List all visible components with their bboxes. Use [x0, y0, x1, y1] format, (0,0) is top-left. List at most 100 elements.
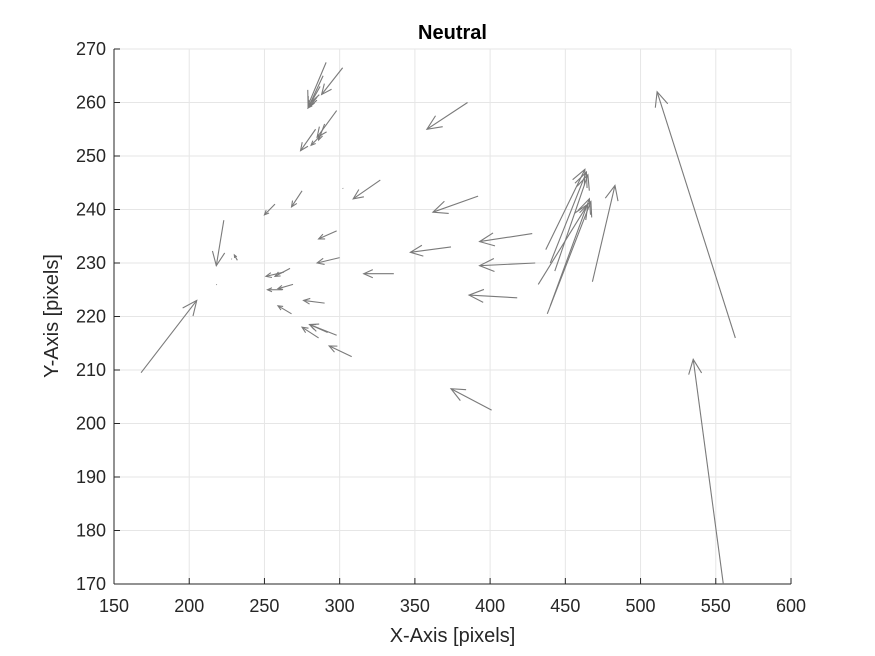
vector-shaft	[342, 187, 344, 189]
vector-arrow	[320, 67, 344, 96]
vector-shaft	[450, 388, 492, 411]
vector-shaft	[310, 134, 323, 146]
vector-arrow	[688, 357, 724, 585]
vector-arrow	[654, 90, 736, 339]
vector-arrow	[317, 230, 337, 240]
vector-shaft	[469, 294, 518, 299]
vector-arrow	[276, 305, 292, 315]
vector-arrow	[409, 244, 452, 257]
vector-shaft	[352, 179, 381, 200]
vector-arrow	[546, 200, 593, 315]
vector-arrow	[431, 195, 479, 214]
vector-arrow	[307, 96, 318, 109]
vector-head	[449, 388, 467, 401]
vector-arrow	[266, 287, 283, 293]
vector-head	[315, 257, 325, 265]
vector-shaft	[303, 299, 325, 304]
vector-arrow	[545, 168, 586, 250]
vector-shaft	[432, 195, 479, 213]
vector-shaft	[230, 258, 233, 260]
vector-shaft	[316, 257, 340, 264]
vector-head	[302, 297, 311, 305]
vector-shaft	[318, 230, 337, 240]
vector-head	[352, 189, 364, 200]
vector-arrow	[327, 345, 352, 358]
vector-shaft	[140, 300, 198, 374]
vector-arrow	[315, 257, 340, 265]
vector-arrow	[233, 253, 238, 261]
vector-head	[308, 323, 317, 330]
vector-head	[307, 103, 313, 109]
vector-shaft	[591, 185, 616, 282]
vector-arrow	[549, 170, 588, 264]
vector-field	[140, 62, 736, 585]
vector-shaft	[410, 246, 452, 253]
vector-head	[317, 134, 323, 142]
x-tick-label: 500	[626, 596, 656, 616]
vector-shaft	[328, 345, 352, 358]
vector-shaft	[656, 91, 736, 339]
y-tick-label: 180	[76, 521, 106, 541]
vector-arrow	[352, 179, 381, 200]
vector-head	[577, 197, 592, 215]
vector-head	[604, 184, 619, 202]
vector-arrow	[215, 284, 218, 286]
vector-head	[478, 232, 496, 247]
vector-head	[233, 253, 238, 259]
x-tick-label: 400	[475, 596, 505, 616]
vector-head	[478, 257, 495, 273]
y-tick-label: 220	[76, 307, 106, 327]
vector-shaft	[479, 233, 533, 243]
x-tick-label: 250	[249, 596, 279, 616]
y-axis-title: Y-Axis [pixels]	[41, 254, 63, 378]
vector-arrow	[299, 128, 317, 152]
vector-shaft	[307, 86, 321, 109]
vector-head	[425, 115, 443, 130]
y-tick-label: 230	[76, 253, 106, 273]
chart-title: Neutral	[418, 22, 487, 44]
vector-arrow	[302, 297, 325, 305]
vector-shaft	[307, 62, 327, 106]
vector-arrow	[307, 62, 327, 107]
vector-head	[317, 233, 326, 240]
vector-shaft	[309, 324, 328, 334]
x-tick-label: 300	[325, 596, 355, 616]
vector-arrow	[467, 288, 518, 303]
y-tick-label: 270	[76, 39, 106, 59]
vector-shaft	[264, 203, 276, 216]
vector-head	[266, 287, 273, 293]
vector-head	[362, 269, 374, 279]
vector-arrow	[362, 269, 394, 279]
x-tick-label: 550	[701, 596, 731, 616]
vector-head	[327, 345, 338, 353]
y-tick-label: 170	[76, 574, 106, 594]
vector-arrow	[300, 326, 319, 339]
vector-head	[579, 200, 593, 218]
vector-arrow	[211, 220, 226, 268]
x-axis-title: X-Axis [pixels]	[390, 625, 516, 647]
y-tick-label: 240	[76, 200, 106, 220]
vector-shaft	[479, 262, 536, 267]
x-tick-label: 450	[550, 596, 580, 616]
vector-arrow	[449, 388, 492, 411]
vector-head	[467, 288, 485, 303]
vector-arrow	[308, 323, 328, 334]
vector-shaft	[321, 67, 344, 95]
vector-arrow	[290, 190, 303, 208]
vector-head	[688, 357, 703, 375]
vector-arrow	[230, 258, 233, 260]
vector-head	[574, 170, 588, 189]
vector-head	[290, 200, 298, 208]
vector-arrow	[342, 187, 344, 189]
x-tick-label: 200	[174, 596, 204, 616]
x-tick-label: 150	[99, 596, 129, 616]
vector-shaft	[537, 203, 589, 285]
vector-shaft	[546, 201, 592, 315]
vector-shaft	[316, 110, 338, 138]
vector-head	[263, 210, 270, 216]
vector-shaft	[545, 169, 586, 250]
vector-head	[264, 272, 273, 279]
vector-shaft	[215, 284, 218, 286]
vector-shaft	[549, 171, 587, 264]
vector-shaft	[301, 326, 319, 339]
